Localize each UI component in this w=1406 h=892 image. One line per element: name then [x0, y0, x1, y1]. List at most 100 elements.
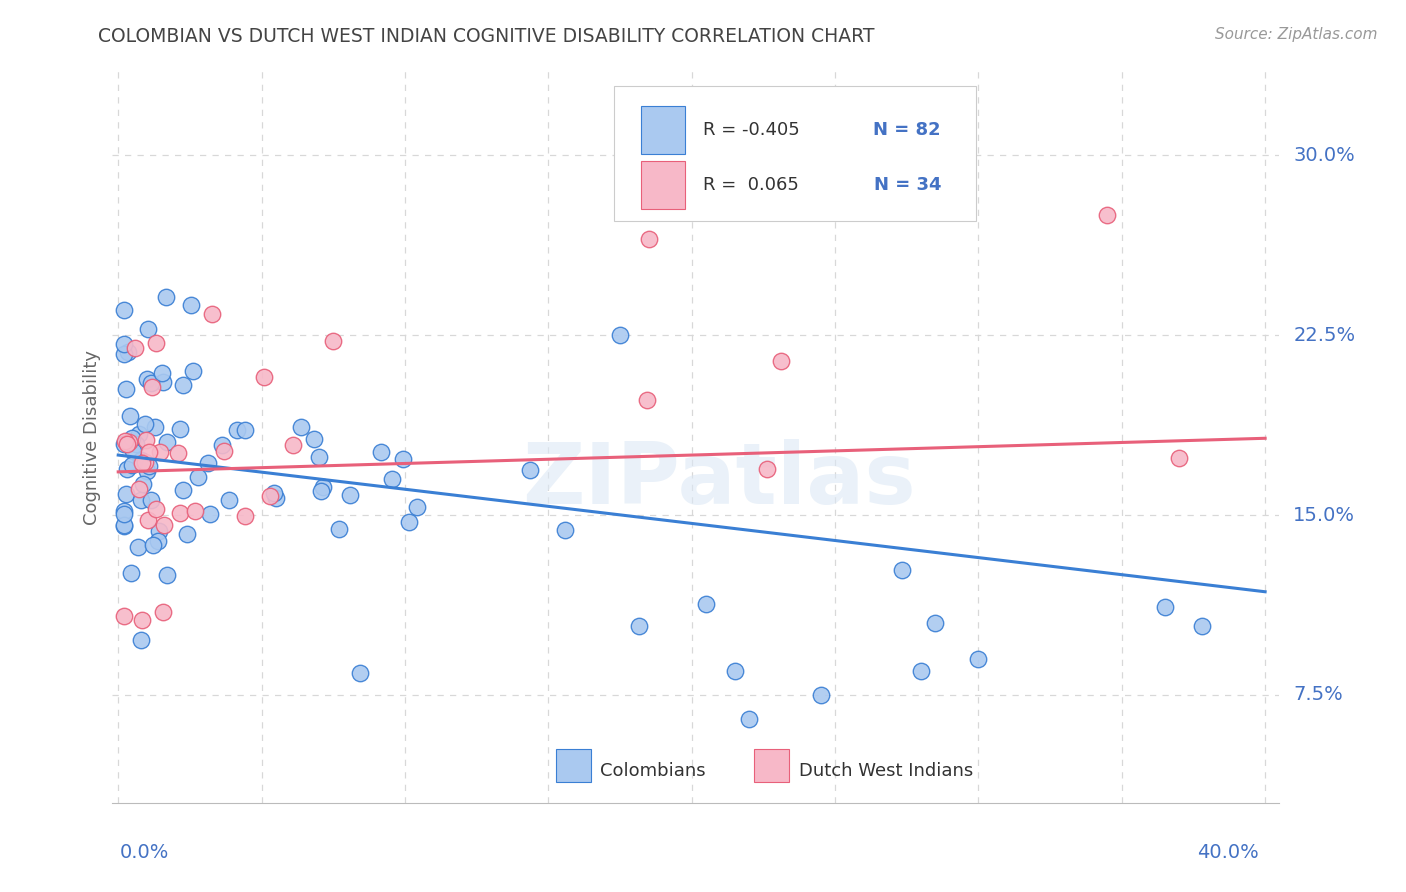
- Point: [724, 664, 747, 678]
- Point: [695, 598, 717, 612]
- Point: [197, 456, 219, 470]
- Point: [1154, 599, 1177, 614]
- Point: [769, 354, 792, 368]
- Point: [169, 422, 191, 436]
- Point: [112, 336, 135, 351]
- Point: [112, 507, 135, 521]
- Point: [405, 500, 427, 515]
- Point: [259, 489, 281, 503]
- Text: 7.5%: 7.5%: [1294, 685, 1343, 705]
- Point: [910, 664, 932, 678]
- Point: [128, 426, 150, 441]
- Point: [924, 615, 946, 630]
- Point: [148, 524, 170, 538]
- Point: [519, 463, 541, 477]
- Text: 0.0%: 0.0%: [120, 843, 169, 862]
- Point: [135, 372, 157, 386]
- Point: [328, 522, 350, 536]
- Point: [146, 534, 169, 549]
- Point: [181, 363, 204, 377]
- Point: [201, 307, 224, 321]
- Point: [810, 688, 832, 702]
- Point: [967, 652, 990, 666]
- Point: [218, 493, 240, 508]
- FancyBboxPatch shape: [614, 86, 976, 221]
- Point: [112, 347, 135, 361]
- Point: [152, 375, 174, 389]
- Point: [122, 444, 145, 458]
- Text: Colombians: Colombians: [600, 763, 706, 780]
- Point: [135, 434, 157, 448]
- Point: [1097, 208, 1119, 222]
- Bar: [555, 749, 591, 782]
- Point: [212, 444, 235, 458]
- Point: [339, 488, 361, 502]
- Bar: [755, 749, 789, 782]
- Point: [312, 480, 335, 494]
- Point: [117, 436, 139, 450]
- Bar: [641, 161, 686, 209]
- Point: [112, 302, 135, 317]
- Point: [636, 393, 658, 408]
- Point: [118, 409, 141, 423]
- Point: [890, 563, 912, 577]
- Point: [156, 567, 179, 582]
- Point: [139, 376, 162, 390]
- Point: [115, 462, 138, 476]
- Point: [149, 444, 172, 458]
- Point: [152, 605, 174, 619]
- Point: [180, 298, 202, 312]
- Point: [138, 445, 160, 459]
- Point: [226, 423, 249, 437]
- Point: [112, 609, 135, 624]
- Point: [128, 482, 150, 496]
- Point: [392, 452, 415, 467]
- Point: [121, 458, 143, 473]
- Text: N = 82: N = 82: [873, 121, 941, 139]
- Point: [309, 484, 332, 499]
- Text: 22.5%: 22.5%: [1294, 326, 1355, 344]
- Point: [138, 458, 160, 473]
- Point: [136, 513, 159, 527]
- Point: [381, 472, 404, 486]
- Point: [1191, 618, 1213, 632]
- Point: [139, 493, 162, 508]
- Point: [134, 455, 156, 469]
- Point: [398, 515, 420, 529]
- Point: [155, 290, 177, 304]
- Point: [1168, 450, 1191, 465]
- Text: Source: ZipAtlas.com: Source: ZipAtlas.com: [1215, 27, 1378, 42]
- Point: [152, 517, 174, 532]
- Point: [117, 345, 139, 359]
- Point: [131, 456, 153, 470]
- Point: [172, 378, 194, 392]
- Point: [129, 493, 152, 508]
- Point: [135, 464, 157, 478]
- Point: [136, 322, 159, 336]
- Text: 15.0%: 15.0%: [1294, 506, 1355, 524]
- Text: R =  0.065: R = 0.065: [703, 176, 799, 194]
- Point: [187, 470, 209, 484]
- Point: [118, 434, 141, 449]
- Text: ZIPatlas: ZIPatlas: [523, 440, 917, 523]
- Point: [322, 334, 344, 348]
- Point: [112, 518, 135, 533]
- Point: [233, 423, 256, 437]
- Point: [349, 666, 371, 681]
- Point: [112, 504, 135, 518]
- Point: [142, 538, 165, 552]
- Point: [150, 366, 173, 380]
- Point: [184, 504, 207, 518]
- Point: [129, 453, 152, 467]
- Point: [129, 632, 152, 647]
- Point: [114, 487, 136, 501]
- Text: Dutch West Indians: Dutch West Indians: [799, 763, 973, 780]
- Text: COLOMBIAN VS DUTCH WEST INDIAN COGNITIVE DISABILITY CORRELATION CHART: COLOMBIAN VS DUTCH WEST INDIAN COGNITIVE…: [98, 27, 875, 45]
- Point: [125, 437, 148, 451]
- Bar: [641, 106, 686, 153]
- Point: [211, 437, 233, 451]
- Point: [200, 508, 222, 522]
- Point: [156, 434, 179, 449]
- Point: [120, 566, 142, 580]
- Point: [112, 437, 135, 451]
